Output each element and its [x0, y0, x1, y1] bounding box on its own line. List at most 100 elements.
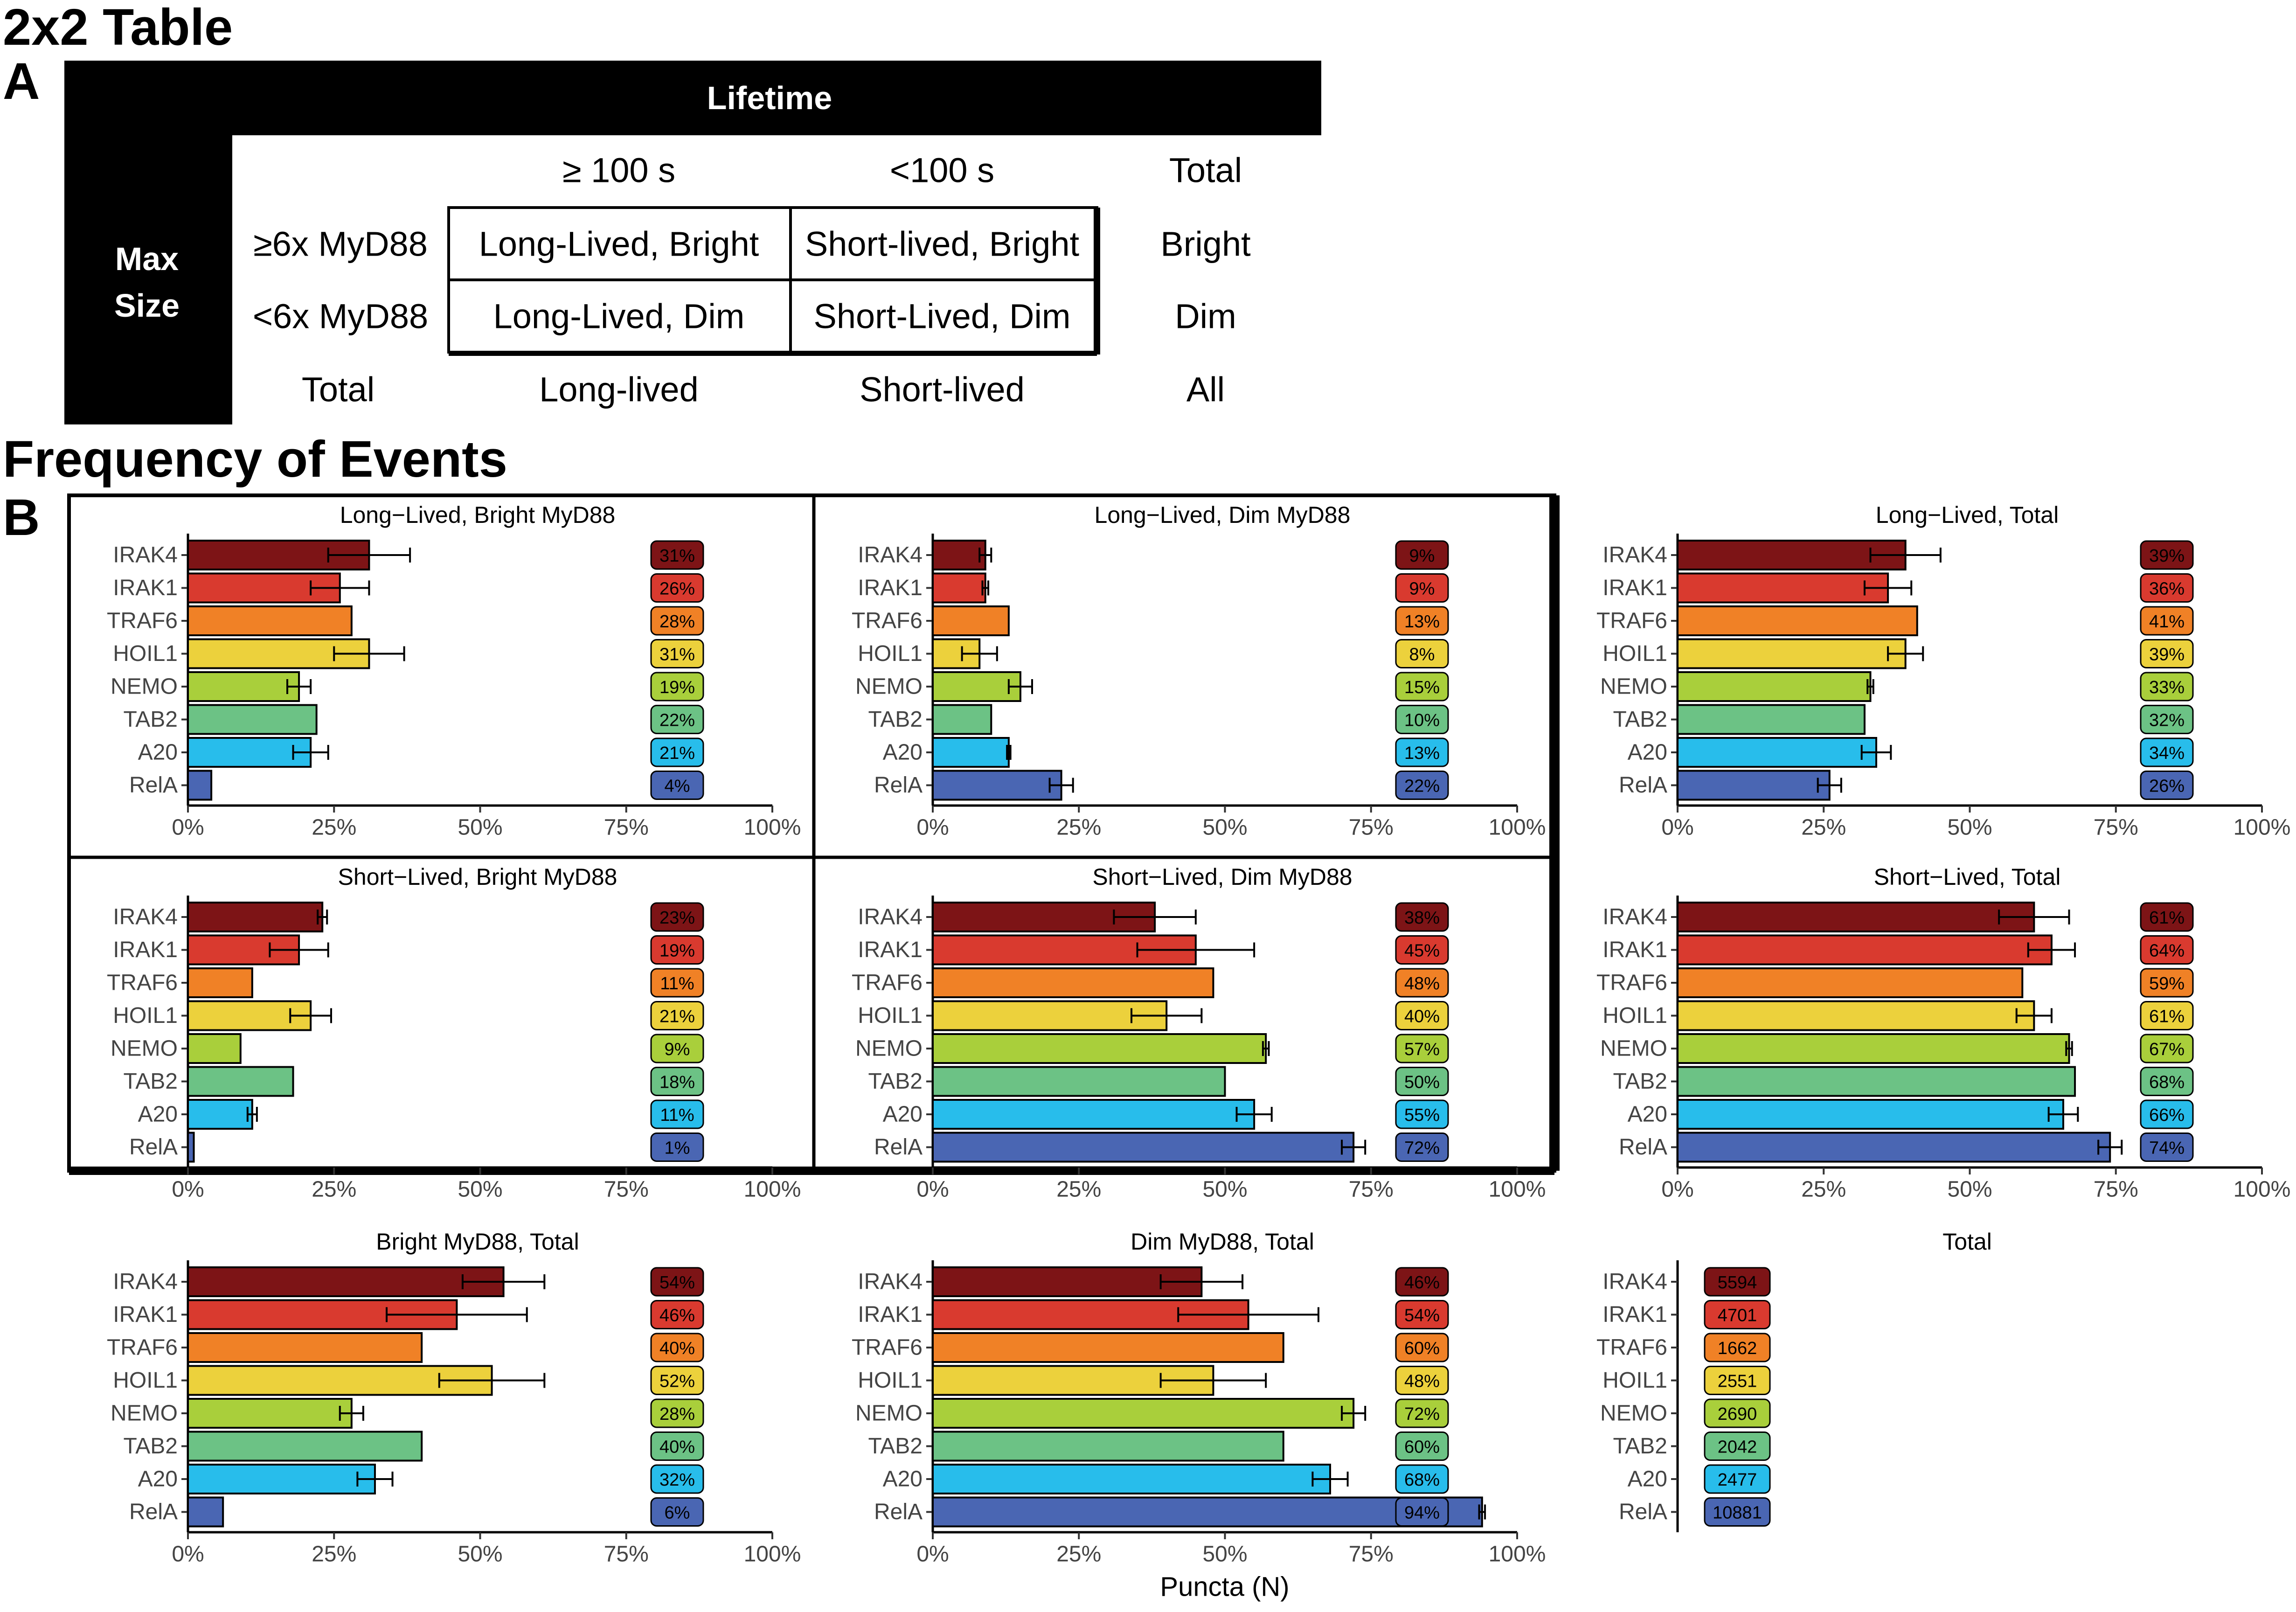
- chart-data-label: 1662: [1718, 1339, 1757, 1358]
- chart-category-label: IRAK4: [858, 1270, 923, 1294]
- chart-value-badge: [650, 771, 704, 800]
- chart-category-label: TRAF6: [852, 609, 923, 633]
- chart-x-tick-label: 75%: [1349, 1542, 1394, 1567]
- chart-value-badge: [650, 1497, 704, 1527]
- chart-data-label: 31%: [659, 546, 695, 566]
- chart-value-badge: [650, 1034, 704, 1063]
- chart-category-label: TAB2: [868, 1434, 923, 1459]
- chart-x-tick-label: 0%: [916, 815, 949, 840]
- chart-title: Long−Lived, Bright MyD88: [340, 502, 616, 528]
- chart-value-badge: [1704, 1464, 1771, 1494]
- chart-bar: [1677, 737, 1878, 768]
- chart-bar: [932, 605, 1010, 636]
- chart-data-label: 48%: [1404, 1372, 1440, 1391]
- chart-data-label: 68%: [2149, 1073, 2185, 1092]
- chart-category-label: A20: [138, 1102, 178, 1127]
- chart-data-label: 22%: [1404, 777, 1440, 796]
- table-cell: Short-lived: [860, 370, 1025, 409]
- table-cell: All: [1186, 370, 1225, 409]
- chart-category-label: IRAK1: [113, 938, 178, 962]
- chart-value-badge: [650, 935, 704, 965]
- chart-data-label: 32%: [2149, 711, 2185, 730]
- chart-bar: [1677, 572, 1889, 604]
- chart-category-label: TRAF6: [852, 971, 923, 995]
- chart-value-badge: [1395, 935, 1449, 965]
- chart-title: Total: [1942, 1229, 1992, 1255]
- chart-data-label: 54%: [659, 1273, 695, 1292]
- chart-x-tick-label: 75%: [1349, 815, 1394, 840]
- chart-value-badge: [1395, 540, 1449, 570]
- chart-bar: [187, 1431, 423, 1462]
- chart-bar: [187, 1496, 224, 1528]
- chart-bar: [932, 1066, 1226, 1097]
- chart-x-tick-label: 25%: [1056, 1177, 1101, 1202]
- chart-bar: [932, 704, 992, 735]
- chart-data-label: 31%: [659, 645, 695, 665]
- chart-data-label: 34%: [2149, 743, 2185, 763]
- chart-panel: Bright MyD88, Total IRAK4 54% IRAK1 46% TRAF6…: [107, 1229, 801, 1567]
- chart-category-label: IRAK4: [858, 543, 923, 568]
- table-lifetime-label: Lifetime: [707, 80, 832, 116]
- chart-category-label: RelA: [129, 1500, 178, 1524]
- chart-x-tick-label: 100%: [744, 1177, 801, 1202]
- chart-data-label: 57%: [1404, 1040, 1440, 1059]
- chart-x-tick-label: 25%: [312, 815, 356, 840]
- chart-x-tick-label: 0%: [172, 1542, 204, 1567]
- chart-data-label: 21%: [659, 743, 695, 763]
- chart-panel: Short−Lived, Total IRAK4 61% IRAK1 64% TRAF6 5…: [1596, 864, 2290, 1202]
- chart-category-label: NEMO: [111, 674, 178, 699]
- chart-data-label: 55%: [1404, 1105, 1440, 1125]
- chart-x-tick-label: 0%: [172, 815, 204, 840]
- chart-data-label: 68%: [1404, 1470, 1440, 1490]
- chart-data-label: 61%: [2149, 1007, 2185, 1027]
- chart-bar: [932, 1266, 1203, 1297]
- chart-value-badge: [1395, 1333, 1449, 1362]
- chart-category-label: IRAK1: [858, 1302, 923, 1327]
- table-row-label: <6x MyD88: [253, 297, 428, 336]
- chart-bar: [1677, 605, 1918, 636]
- chart-x-tick-label: 50%: [458, 1177, 502, 1202]
- chart-bar: [932, 1398, 1355, 1429]
- chart-bar: [1677, 1099, 2064, 1130]
- chart-bar: [187, 1132, 195, 1163]
- chart-value-badge: [650, 1464, 704, 1494]
- chart-data-label: 28%: [659, 612, 695, 632]
- chart-data-label: 60%: [1404, 1438, 1440, 1457]
- chart-data-label: 26%: [659, 579, 695, 599]
- chart-value-badge: [1395, 1133, 1449, 1162]
- chart-x-tick-label: 100%: [744, 1542, 801, 1567]
- chart-x-axis-label: Puncta (N): [1160, 1572, 1289, 1602]
- chart-value-badge: [1395, 968, 1449, 998]
- chart-data-label: 11%: [660, 974, 694, 994]
- chart-x-tick-label: 50%: [1947, 815, 1992, 840]
- chart-category-label: RelA: [129, 1135, 178, 1160]
- chart-value-badge: [1395, 1366, 1449, 1395]
- chart-category-label: TAB2: [1613, 1434, 1667, 1459]
- chart-category-label: HOIL1: [1602, 1003, 1667, 1028]
- chart-panel: Long−Lived, Total IRAK4 39% IRAK1 36% TRAF6 41…: [1596, 502, 2290, 840]
- chart-value-badge: [2140, 573, 2194, 603]
- chart-category-label: RelA: [1619, 773, 1667, 798]
- chart-x-tick-label: 50%: [1202, 1542, 1247, 1567]
- chart-data-label: 72%: [1404, 1404, 1440, 1424]
- chart-value-badge: [650, 1366, 704, 1395]
- chart-category-label: TRAF6: [107, 971, 178, 995]
- chart-data-label: 13%: [1404, 743, 1440, 763]
- chart-bar: [187, 704, 318, 735]
- chart-category-label: TAB2: [1613, 1069, 1667, 1094]
- chart-title: Short−Lived, Bright MyD88: [338, 864, 617, 890]
- chart-data-label: 4701: [1718, 1306, 1757, 1326]
- chart-category-label: TAB2: [124, 707, 178, 732]
- chart-bar: [187, 902, 324, 932]
- chart-bar: [187, 605, 353, 636]
- chart-data-label: 2477: [1718, 1470, 1757, 1490]
- chart-x-tick-label: 100%: [1489, 815, 1546, 840]
- chart-x-tick-label: 50%: [458, 815, 502, 840]
- table-cell: Short-Lived, Dim: [813, 297, 1070, 336]
- chart-value-badge: [650, 1398, 704, 1428]
- chart-data-label: 4%: [665, 777, 690, 796]
- chart-category-label: NEMO: [111, 1401, 178, 1426]
- chart-bar: [932, 638, 981, 669]
- chart-title: Bright MyD88, Total: [376, 1229, 579, 1255]
- chart-title: Short−Lived, Total: [1874, 864, 2061, 890]
